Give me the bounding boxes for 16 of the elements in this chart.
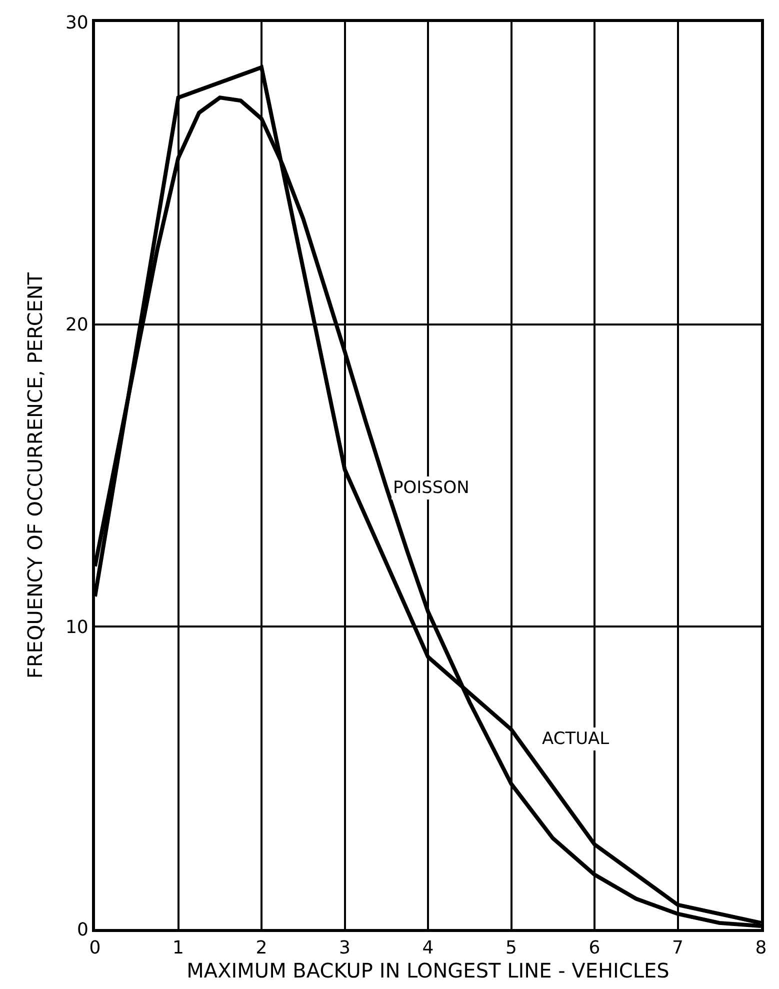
y-tick-label: 10 — [65, 616, 88, 638]
x-tick-label: 3 — [339, 938, 350, 959]
series-label: ACTUAL — [542, 729, 610, 749]
y-tick-label: 30 — [65, 12, 88, 34]
series-label: POISSON — [393, 478, 470, 498]
y-axis-title: FREQUENCY OF OCCURRENCE, PERCENT — [22, 272, 47, 679]
y-tick-label: 20 — [65, 314, 88, 336]
y-tick-label: 0 — [76, 919, 88, 940]
x-tick-label: 4 — [422, 938, 434, 959]
x-tick-label: 2 — [256, 938, 268, 959]
x-tick-label: 8 — [755, 938, 767, 959]
x-tick-label: 6 — [588, 938, 600, 959]
x-tick-label: 1 — [172, 938, 184, 959]
x-axis-title: MAXIMUM BACKUP IN LONGEST LINE - VEHICLES — [186, 958, 670, 983]
x-tick-label: 5 — [506, 938, 517, 959]
x-tick-label: 7 — [672, 938, 684, 959]
